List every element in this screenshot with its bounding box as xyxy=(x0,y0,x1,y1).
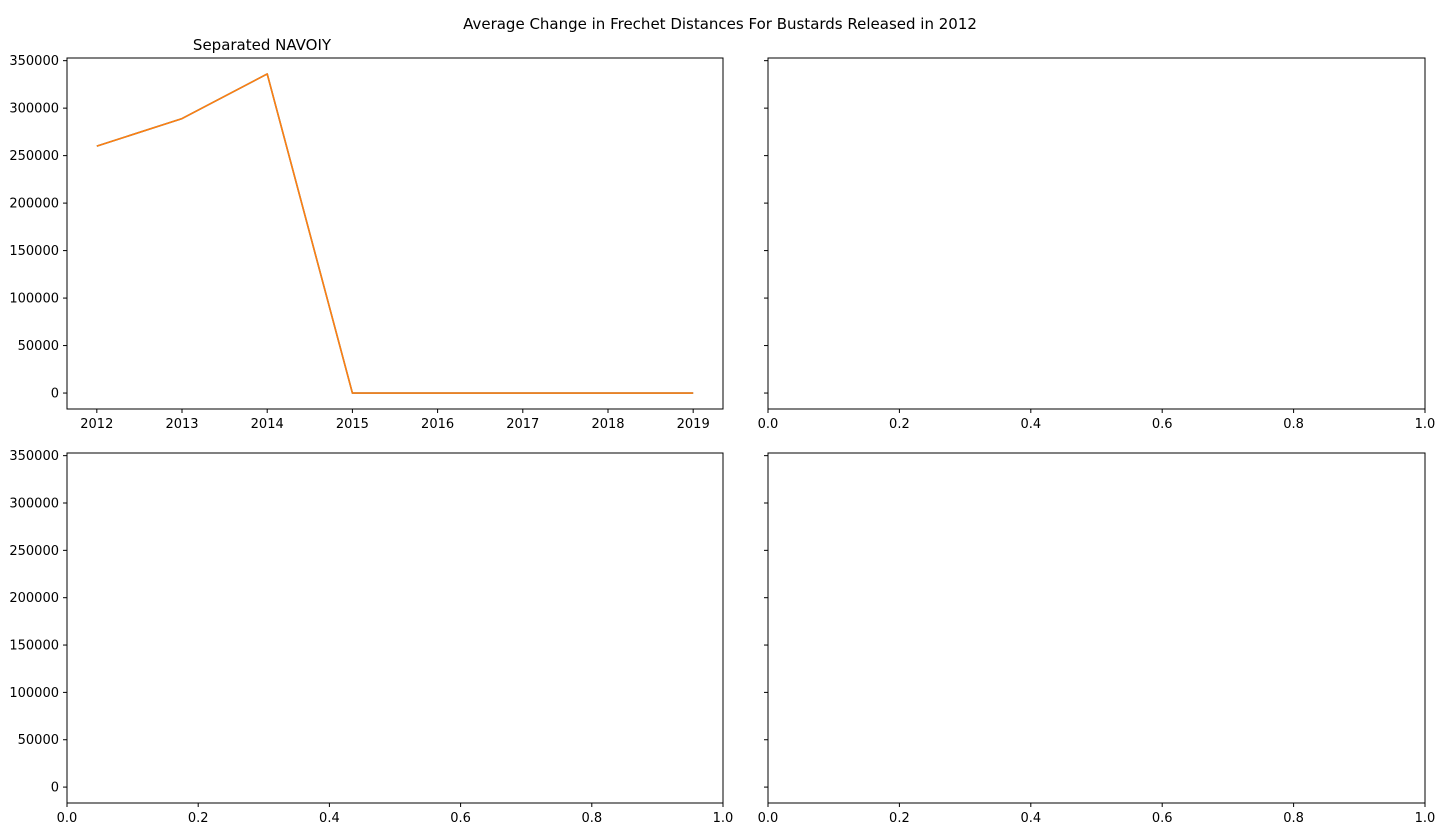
y-tick-label: 350000 xyxy=(9,449,59,464)
axes-frame xyxy=(767,57,1426,410)
x-tick-label: 0.4 xyxy=(1020,417,1041,432)
x-tick-label: 0.2 xyxy=(889,417,910,432)
x-tick-label: 2019 xyxy=(677,417,710,432)
x-tick-label: 0.2 xyxy=(889,811,910,826)
x-tick-label: 0.6 xyxy=(1152,811,1173,826)
x-tick-label: 2016 xyxy=(421,417,454,432)
x-tick-label: 1.0 xyxy=(1415,811,1436,826)
y-tick-label: 200000 xyxy=(9,591,59,606)
x-tick-label: 1.0 xyxy=(713,811,734,826)
y-tick-label: 250000 xyxy=(9,544,59,559)
y-tick-label: 300000 xyxy=(9,497,59,512)
series-line-2 xyxy=(96,73,694,394)
x-tick-label: 2012 xyxy=(80,417,113,432)
x-tick-label: 2013 xyxy=(165,417,198,432)
x-tick-label: 2017 xyxy=(506,417,539,432)
figure-suptitle: Average Change in Frechet Distances For … xyxy=(463,15,977,33)
y-tick-label: 50000 xyxy=(18,733,59,748)
y-tick-label: 150000 xyxy=(9,244,59,259)
x-tick-label: 0.6 xyxy=(450,811,471,826)
x-tick-label: 0.0 xyxy=(57,811,78,826)
axes-title: Separated NAVOIY xyxy=(193,36,332,54)
x-tick-label: 0.4 xyxy=(1020,811,1041,826)
x-tick-label: 0.0 xyxy=(758,811,779,826)
subplot-2: 0.0 0.2 0.4 0.6 0.8 1.0 xyxy=(758,57,1436,432)
x-tick-label: 2018 xyxy=(591,417,624,432)
x-tick-label: 2015 xyxy=(336,417,369,432)
axes-frame xyxy=(66,57,724,410)
x-tick-label: 0.0 xyxy=(758,417,779,432)
x-tick-label: 0.2 xyxy=(188,811,209,826)
y-tick-label: 150000 xyxy=(9,639,59,654)
x-tick-label: 2014 xyxy=(251,417,284,432)
subplot-1: 2012 2013 2014 2015 2016 2017 2018 2019 0 50000 10… xyxy=(9,36,724,432)
subplot-4: 0.0 0.2 0.4 0.6 0.8 1.0 xyxy=(758,452,1436,826)
subplot-3: 0.0 0.2 0.4 0.6 0.8 1.0 0 50000 100000 150000 2000… xyxy=(9,449,733,826)
x-tick-label: 1.0 xyxy=(1415,417,1436,432)
y-tick-label: 100000 xyxy=(9,292,59,307)
x-tick-label: 0.8 xyxy=(1283,811,1304,826)
x-tick-label: 0.6 xyxy=(1152,417,1173,432)
series-line-1 xyxy=(96,73,694,394)
x-tick-label: 0.4 xyxy=(319,811,340,826)
y-tick-label: 200000 xyxy=(9,197,59,212)
axes-frame xyxy=(767,452,1426,804)
y-tick-label: 250000 xyxy=(9,149,59,164)
x-tick-label: 0.8 xyxy=(581,811,602,826)
y-tick-label: 300000 xyxy=(9,102,59,117)
axes-frame xyxy=(66,452,724,804)
y-tick-label: 100000 xyxy=(9,686,59,701)
y-tick-label: 50000 xyxy=(18,339,59,354)
y-tick-label: 0 xyxy=(51,781,59,796)
x-tick-label: 0.8 xyxy=(1283,417,1304,432)
y-tick-label: 0 xyxy=(51,387,59,402)
y-tick-label: 350000 xyxy=(9,54,59,69)
